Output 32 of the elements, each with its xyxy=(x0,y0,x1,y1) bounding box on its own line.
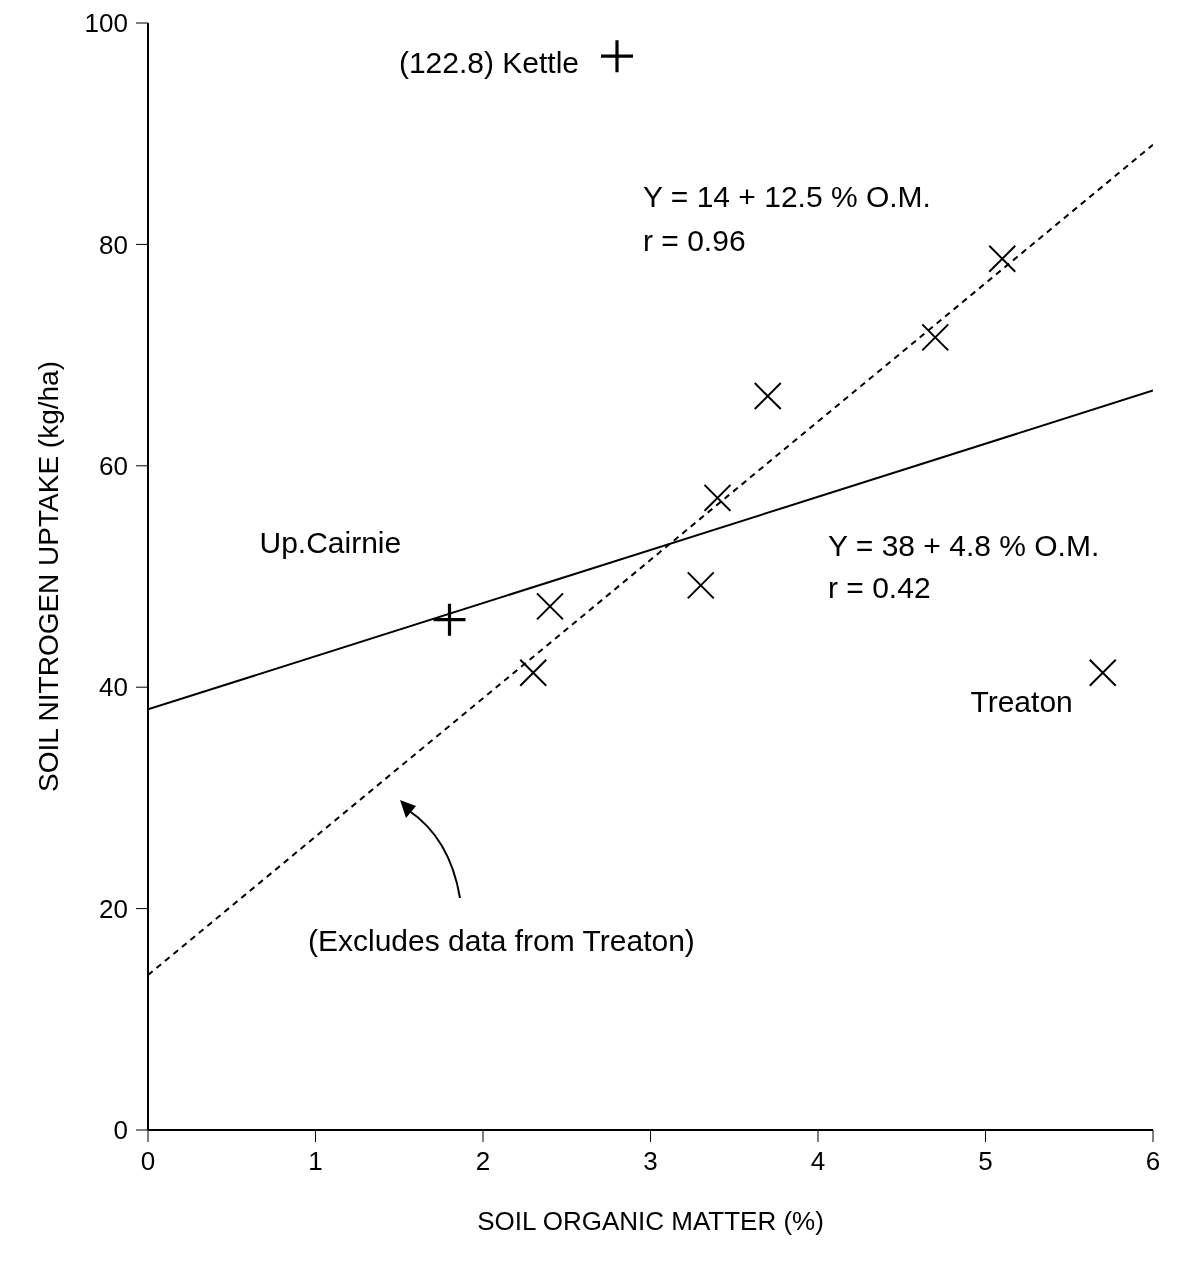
point xyxy=(753,382,782,411)
annotation: Y = 14 + 12.5 % O.M. xyxy=(643,180,931,214)
point xyxy=(686,571,715,600)
annotation: r = 0.96 xyxy=(643,224,746,258)
point xyxy=(703,483,732,512)
x-tick-label: 0 xyxy=(140,1146,156,1177)
y-tick-label: 20 xyxy=(99,893,128,924)
point xyxy=(601,40,633,73)
y-tick-label: 60 xyxy=(99,451,128,482)
annotation: (122.8) Kettle xyxy=(398,46,579,80)
x-tick-label: 2 xyxy=(475,1146,491,1177)
annotation: r = 0.42 xyxy=(828,571,931,605)
annotation: Y = 38 + 4.8 % O.M. xyxy=(828,529,1100,563)
x-tick-label: 1 xyxy=(308,1146,323,1177)
point xyxy=(519,658,548,687)
point xyxy=(1088,658,1117,687)
annotation: Up.Cairnie xyxy=(259,525,402,559)
y-tick-label: 100 xyxy=(84,8,128,39)
y-tick-label: 40 xyxy=(99,672,128,703)
y-axis-title: SOIL NITROGEN UPTAKE (kg/ha) xyxy=(32,361,64,792)
y-tick-label: 0 xyxy=(113,1115,128,1146)
annotation: Treaton xyxy=(970,684,1073,718)
x-tick-label: 3 xyxy=(643,1146,658,1177)
x-tick-label: 4 xyxy=(810,1146,826,1177)
annotation: (Excludes data from Treaton) xyxy=(308,924,695,958)
x-tick-label: 6 xyxy=(1145,1146,1161,1177)
point xyxy=(988,244,1017,273)
y-tick-label: 80 xyxy=(99,229,128,260)
x-axis-title: SOIL ORGANIC MATTER (%) xyxy=(477,1206,824,1236)
x-tick-label: 5 xyxy=(978,1146,993,1177)
point xyxy=(536,592,564,621)
point xyxy=(921,323,950,352)
